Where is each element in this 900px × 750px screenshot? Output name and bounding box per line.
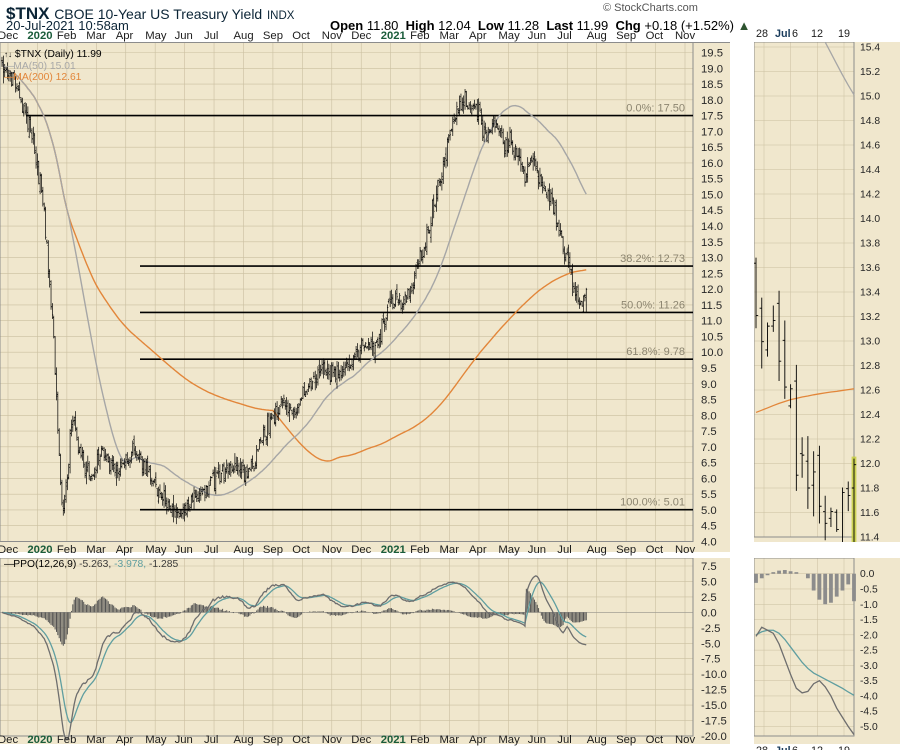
- svg-text:50.0%: 11.26: 50.0%: 11.26: [621, 299, 685, 311]
- svg-text:13.0: 13.0: [701, 253, 723, 265]
- svg-text:9.5: 9.5: [701, 363, 717, 375]
- svg-text:5.0: 5.0: [701, 505, 717, 517]
- svg-text:10.0: 10.0: [701, 347, 723, 359]
- svg-text:14.4: 14.4: [860, 165, 880, 176]
- svg-text:0.0%: 17.50: 0.0%: 17.50: [626, 103, 685, 115]
- svg-text:-3.0: -3.0: [860, 661, 878, 672]
- svg-text:19.5: 19.5: [701, 48, 723, 60]
- svg-text:61.8%: 9.78: 61.8%: 9.78: [626, 346, 685, 358]
- svg-text:-1.0: -1.0: [860, 600, 878, 611]
- svg-text:14.6: 14.6: [860, 141, 880, 152]
- svg-text:11.0: 11.0: [701, 316, 722, 328]
- svg-text:-5.0: -5.0: [860, 722, 878, 733]
- svg-text:6.5: 6.5: [701, 458, 717, 470]
- svg-text:8.5: 8.5: [701, 395, 717, 407]
- svg-text:8.0: 8.0: [701, 410, 717, 422]
- svg-text:-17.5: -17.5: [701, 716, 727, 728]
- svg-text:100.0%: 5.01: 100.0%: 5.01: [620, 497, 685, 509]
- svg-text:5.0: 5.0: [701, 576, 717, 588]
- svg-text:16.5: 16.5: [701, 142, 723, 154]
- svg-text:-4.5: -4.5: [860, 707, 878, 718]
- svg-text:-4.0: -4.0: [860, 691, 878, 702]
- svg-text:-2.5: -2.5: [701, 623, 720, 635]
- svg-text:12.2: 12.2: [860, 435, 880, 446]
- svg-text:12.0: 12.0: [701, 284, 723, 296]
- svg-text:-10.0: -10.0: [701, 669, 727, 681]
- svg-text:13.5: 13.5: [701, 237, 723, 249]
- svg-text:19.0: 19.0: [701, 63, 723, 75]
- svg-text:0.0: 0.0: [701, 607, 717, 619]
- svg-text:17.0: 17.0: [701, 126, 723, 138]
- svg-text:38.2%: 12.73: 38.2%: 12.73: [620, 253, 685, 265]
- svg-text:-3.5: -3.5: [860, 676, 878, 687]
- svg-text:13.0: 13.0: [860, 337, 880, 348]
- svg-text:-12.5: -12.5: [701, 685, 727, 697]
- svg-text:6.0: 6.0: [701, 473, 717, 485]
- svg-text:14.8: 14.8: [860, 116, 880, 127]
- svg-text:15.2: 15.2: [860, 67, 880, 78]
- svg-text:7.0: 7.0: [701, 442, 717, 454]
- svg-text:7.5: 7.5: [701, 561, 717, 573]
- svg-text:15.0: 15.0: [701, 189, 723, 201]
- svg-text:2.5: 2.5: [701, 592, 717, 604]
- svg-text:11.5: 11.5: [701, 300, 722, 312]
- svg-text:-7.5: -7.5: [701, 654, 720, 666]
- svg-text:-2.5: -2.5: [860, 646, 878, 657]
- svg-text:-0.5: -0.5: [860, 584, 878, 595]
- svg-text:4.5: 4.5: [701, 521, 717, 533]
- svg-text:12.4: 12.4: [860, 410, 880, 421]
- svg-text:0.0: 0.0: [860, 569, 875, 580]
- svg-text:14.0: 14.0: [701, 221, 723, 233]
- svg-text:16.0: 16.0: [701, 158, 723, 170]
- svg-text:13.8: 13.8: [860, 239, 880, 250]
- svg-text:11.6: 11.6: [860, 508, 880, 519]
- svg-text:-1.5: -1.5: [860, 615, 878, 626]
- svg-text:9.0: 9.0: [701, 379, 717, 391]
- svg-text:7.5: 7.5: [701, 426, 717, 438]
- svg-text:14.5: 14.5: [701, 205, 723, 217]
- svg-text:17.5: 17.5: [701, 111, 723, 123]
- svg-text:13.4: 13.4: [860, 288, 880, 299]
- svg-text:18.0: 18.0: [701, 95, 723, 107]
- svg-text:14.0: 14.0: [860, 214, 880, 225]
- svg-text:5.5: 5.5: [701, 489, 717, 501]
- svg-text:12.5: 12.5: [701, 268, 723, 280]
- svg-text:12.6: 12.6: [860, 386, 880, 397]
- svg-text:12.0: 12.0: [860, 459, 880, 470]
- svg-text:13.2: 13.2: [860, 312, 880, 323]
- svg-text:-5.0: -5.0: [701, 638, 720, 650]
- svg-text:-15.0: -15.0: [701, 700, 727, 712]
- svg-text:12.8: 12.8: [860, 361, 880, 372]
- svg-text:-2.0: -2.0: [860, 630, 878, 641]
- svg-text:14.2: 14.2: [860, 190, 880, 201]
- svg-text:11.4: 11.4: [860, 533, 880, 543]
- svg-text:15.5: 15.5: [701, 174, 723, 186]
- svg-text:10.5: 10.5: [701, 331, 723, 343]
- svg-text:11.8: 11.8: [860, 484, 880, 495]
- svg-text:15.4: 15.4: [860, 43, 880, 54]
- svg-text:18.5: 18.5: [701, 79, 723, 91]
- svg-text:13.6: 13.6: [860, 263, 880, 274]
- svg-text:15.0: 15.0: [860, 92, 880, 103]
